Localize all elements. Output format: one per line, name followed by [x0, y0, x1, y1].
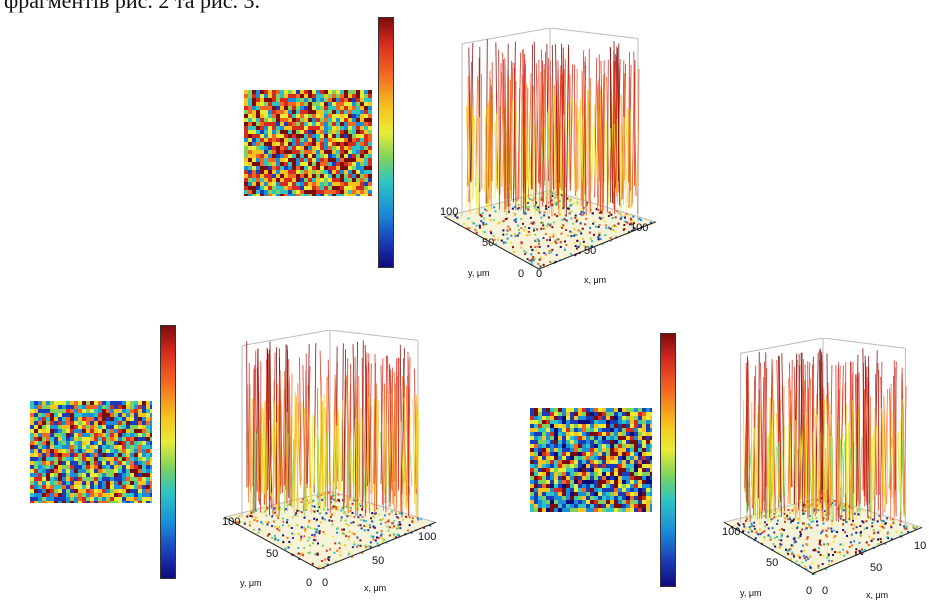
surface-3d-plot-bottom-left	[223, 330, 438, 570]
y-tick-0: 0	[518, 268, 525, 280]
x-tick-50: 50	[372, 555, 385, 567]
x-axis-label: x, μm	[584, 275, 607, 285]
x-tick-0: 0	[322, 577, 329, 589]
surface-heatmap-bottom-right	[530, 408, 652, 512]
x-axis-label: x, μm	[866, 590, 889, 600]
x-tick-0: 0	[536, 268, 543, 280]
colorbar-top	[378, 17, 394, 268]
surface-3d-plot-top	[443, 28, 658, 270]
x-tick-50: 50	[870, 562, 883, 574]
surface-heatmap-bottom-left	[30, 401, 152, 503]
y-tick-100: 100	[722, 526, 741, 538]
surface-heatmap-top	[244, 90, 372, 196]
y-tick-0: 0	[806, 585, 813, 597]
y-tick-0: 0	[306, 577, 313, 589]
x-tick-0: 0	[822, 585, 829, 597]
x-tick-100: 100	[630, 222, 649, 234]
colorbar-bottom-right	[660, 333, 676, 587]
figure-caption: фрагментів рис. 2 та рис. 3.	[4, 0, 261, 13]
x-axis-label: x, μm	[364, 583, 387, 593]
y-tick-100: 100	[222, 516, 241, 528]
colorbar-bottom-left	[160, 325, 176, 579]
y-axis-label: y, μm	[240, 578, 262, 588]
y-tick-50: 50	[766, 557, 779, 569]
x-tick-50: 50	[584, 245, 597, 257]
x-tick-10: 10	[914, 540, 927, 552]
y-tick-50: 50	[266, 548, 279, 560]
y-axis-label: y, μm	[740, 588, 762, 598]
y-tick-50: 50	[482, 237, 495, 249]
surface-3d-plot-bottom-right	[722, 338, 924, 575]
y-axis-label: y, μm	[468, 268, 490, 278]
x-tick-100: 100	[418, 531, 437, 543]
y-tick-100: 100	[440, 206, 459, 218]
